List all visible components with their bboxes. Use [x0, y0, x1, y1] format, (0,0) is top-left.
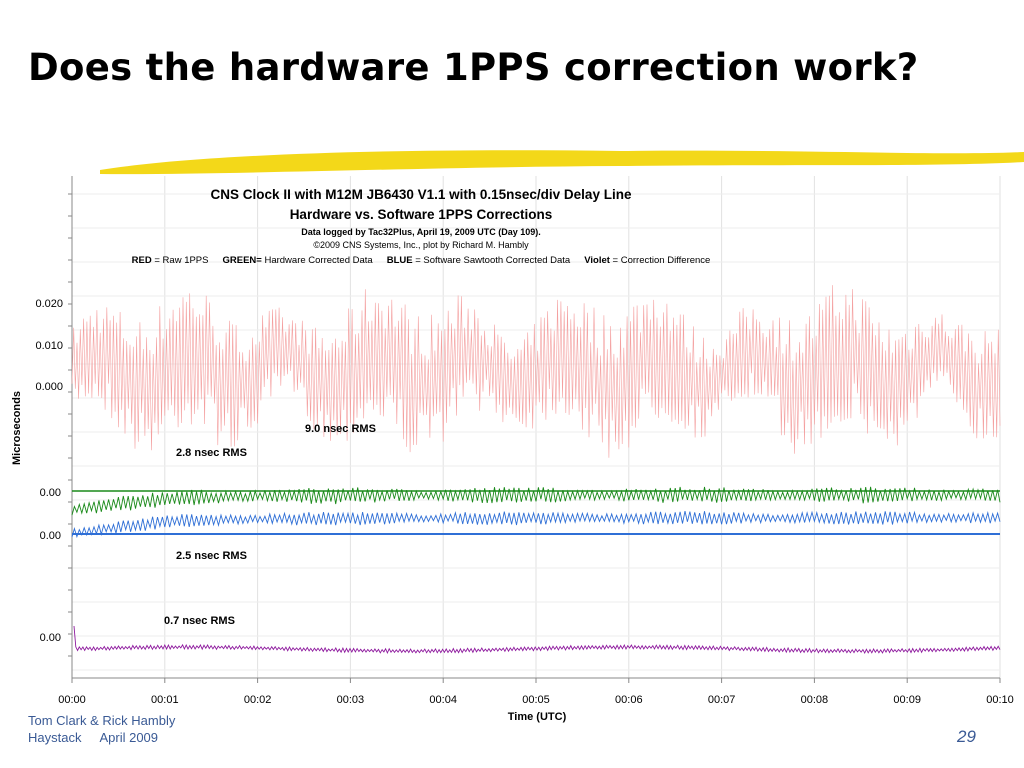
x-tick-label: 00:10	[986, 694, 1014, 706]
x-tick-label: 00:04	[429, 694, 457, 706]
y-axis-label: Microseconds	[11, 391, 23, 465]
legend-text-violet: Correction Difference	[621, 255, 711, 266]
chart-note: Data logged by Tac32Plus, April 19, 2009…	[301, 227, 541, 237]
series-software-corrected	[71, 510, 1001, 539]
legend-sep: =	[413, 255, 424, 266]
y-tick-label: 0.00	[40, 487, 61, 499]
footer-date: April 2009	[99, 730, 159, 745]
y-tick-label: 0.00	[40, 530, 61, 542]
title-underline-brush	[100, 150, 1024, 175]
y-tick-label: 0.00	[40, 632, 61, 644]
legend-key-blue: BLUE	[387, 255, 413, 266]
legend-key-violet: Violet	[584, 255, 611, 266]
chart-grid	[72, 176, 1001, 678]
x-tick-label: 00:03	[337, 694, 365, 706]
y-tick-label: 0.000	[35, 381, 63, 393]
legend-key-red: RED	[132, 255, 152, 266]
series-correction-difference	[73, 625, 1001, 655]
legend-text-green: Hardware Corrected Data	[264, 255, 373, 266]
series-raw-1pps	[71, 285, 1001, 458]
x-axis-label: Time (UTC)	[508, 711, 567, 723]
x-tick-label: 00:01	[151, 694, 179, 706]
slide-number: 29	[957, 727, 976, 746]
x-tick-label: 00:02	[244, 694, 272, 706]
footer-place: Haystack	[28, 730, 82, 745]
x-tick-label: 00:09	[893, 694, 921, 706]
legend-sep: =	[152, 255, 163, 266]
legend-text-blue: Software Sawtooth Corrected Data	[423, 255, 571, 266]
rms-label-hardware: 2.8 nsec RMS	[176, 447, 247, 459]
footer-author: Tom Clark & Rick Hambly	[28, 713, 176, 728]
chart-axes: 00:00 00:01 00:02 00:03 00:04 00:05 00:06 00:07…	[58, 176, 1014, 706]
rms-label-raw: 9.0 nsec RMS	[305, 423, 376, 435]
slide-title: Does the hardware 1PPS correction work?	[28, 46, 919, 89]
chart-subtitle: Hardware vs. Software 1PPS Corrections	[290, 207, 553, 222]
x-tick-label: 00:06	[615, 694, 643, 706]
y-tick-label: 0.010	[35, 340, 63, 352]
x-tick-label: 00:07	[708, 694, 736, 706]
rms-label-software: 2.5 nsec RMS	[176, 550, 247, 562]
rms-label-difference: 0.7 nsec RMS	[164, 615, 235, 627]
chart-title: CNS Clock II with M12M JB6430 V1.1 with …	[211, 187, 632, 202]
chart-copyright: ©2009 CNS Systems, Inc., plot by Richard…	[313, 240, 529, 250]
chart-series	[71, 285, 1001, 655]
x-tick-label: 00:08	[801, 694, 829, 706]
legend-text-red: Raw 1PPS	[163, 255, 209, 266]
y-tick-label: 0.020	[35, 298, 63, 310]
legend-sep: =	[610, 255, 621, 266]
footer-venue: Haystack April 2009	[28, 730, 158, 745]
series-hardware-corrected	[71, 486, 1001, 516]
x-tick-label: 00:05	[522, 694, 550, 706]
x-tick-label: 00:00	[58, 694, 86, 706]
underline-brush-stroke	[100, 150, 1024, 175]
chart-legend: RED = Raw 1PPS GREEN= Hardware Corrected …	[132, 255, 711, 266]
legend-key-green: GREEN=	[222, 255, 262, 266]
